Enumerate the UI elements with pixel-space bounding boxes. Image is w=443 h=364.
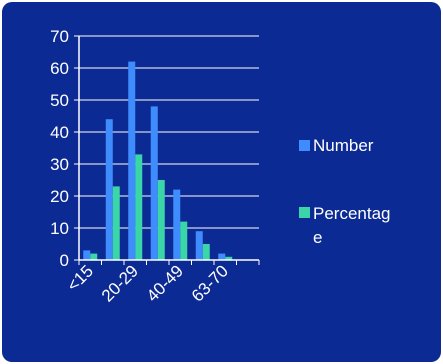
bar-percentage-6 xyxy=(225,256,233,260)
legend-label-number: Number xyxy=(313,136,374,155)
y-tick-label: 30 xyxy=(50,155,69,174)
bar-percentage-4 xyxy=(180,221,188,260)
legend-label-percentage-wrap: e xyxy=(313,228,322,247)
axes xyxy=(78,36,260,265)
bar-number-4 xyxy=(173,189,181,260)
y-tick-label: 40 xyxy=(50,123,69,142)
x-tick-label: 63-70 xyxy=(188,261,232,305)
bar-number-2 xyxy=(128,61,136,260)
y-tick-label: 20 xyxy=(50,187,69,206)
y-tick-label: 50 xyxy=(50,91,69,110)
y-tick-label: 10 xyxy=(50,219,69,238)
legend-swatch-number xyxy=(299,140,310,151)
bars xyxy=(83,61,233,261)
y-tick-label: 70 xyxy=(50,27,69,46)
bar-number-5 xyxy=(195,231,203,260)
legend-swatch-percentage xyxy=(299,207,310,218)
legend: Number Percentag e xyxy=(299,136,391,247)
bar-percentage-5 xyxy=(202,244,210,260)
bar-number-3 xyxy=(150,106,158,261)
x-tick-label: 40-49 xyxy=(143,261,187,305)
bar-number-6 xyxy=(218,253,226,260)
gridlines xyxy=(74,35,259,261)
bar-number-1 xyxy=(105,119,113,260)
bar-number-0 xyxy=(83,250,91,260)
bar-percentage-1 xyxy=(112,186,120,260)
bar-percentage-0 xyxy=(90,253,98,260)
legend-label-percentage: Percentag xyxy=(313,204,391,223)
y-tick-labels: 0 10 20 30 40 50 60 70 xyxy=(50,27,69,270)
bar-percentage-3 xyxy=(157,180,165,260)
x-tick-labels: <15 20-29 40-49 63-70 xyxy=(63,261,232,305)
bar-percentage-2 xyxy=(135,154,143,260)
x-tick-label: 20-29 xyxy=(98,261,142,305)
y-tick-label: 60 xyxy=(50,59,69,78)
y-tick-label: 0 xyxy=(60,251,69,270)
